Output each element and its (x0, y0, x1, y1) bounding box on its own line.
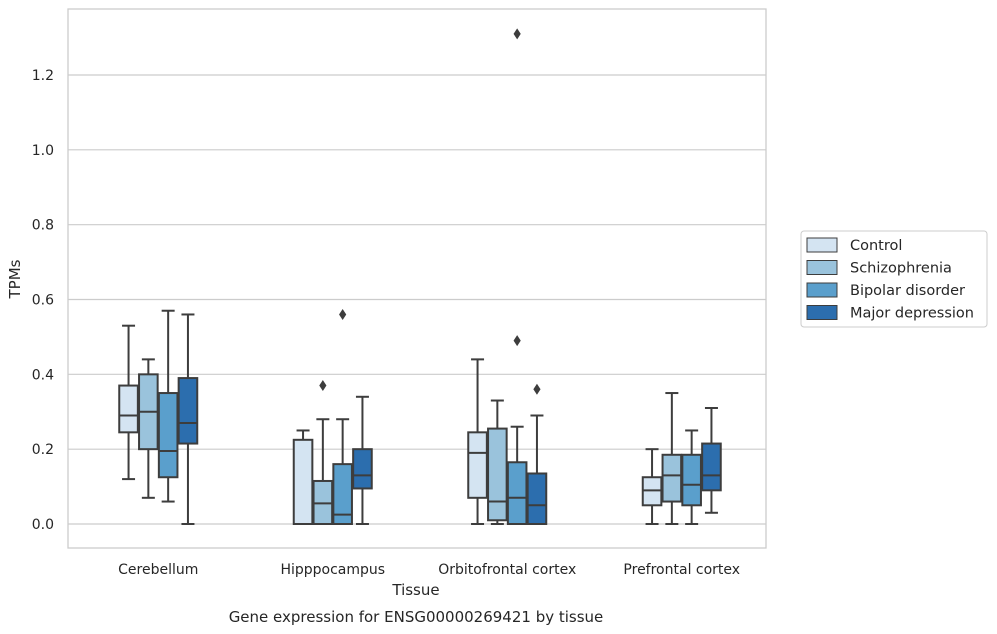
box-0-2 (157, 309, 179, 503)
x-tick-label: Prefrontal cortex (623, 562, 740, 578)
box-1-0 (292, 429, 314, 525)
box-body (701, 442, 722, 492)
x-tick-label: Cerebellum (118, 562, 198, 578)
outlier-point (339, 308, 347, 320)
box-2-0 (467, 358, 488, 525)
legend: Control Schizophrenia Bipolar disorder Majo… (800, 230, 988, 328)
y-axis-ticks: 0.0 0.2 0.4 0.6 0.8 1.0 1.2 (32, 68, 54, 533)
x-axis-label: Tissue (391, 581, 439, 599)
outlier-point (513, 28, 521, 40)
y-tick-label: 1.2 (32, 68, 54, 84)
box-2-1 (487, 399, 508, 525)
box-body (467, 431, 488, 499)
box-0-1 (138, 358, 159, 499)
y-tick-label: 1.0 (32, 143, 54, 159)
box-body (506, 461, 528, 526)
box-body (352, 448, 373, 490)
legend-label: Schizophrenia (850, 261, 952, 277)
box-body (177, 377, 199, 445)
box-body (681, 453, 702, 507)
legend-swatch (806, 237, 838, 253)
box-3-2 (681, 429, 702, 525)
box-1-2 (332, 308, 353, 525)
y-tick-label: 0.4 (32, 367, 54, 383)
y-tick-label: 0.8 (32, 218, 54, 234)
box-3-0 (641, 448, 663, 525)
chart-caption: Gene expression for ENSG00000269421 by t… (229, 608, 604, 626)
box-body (661, 453, 683, 503)
box-body (292, 438, 314, 525)
plot-frame (67, 8, 767, 549)
legend-label: Bipolar disorder (850, 283, 965, 299)
box-2-2 (506, 28, 528, 526)
box-2-3 (526, 383, 548, 525)
box-1-1 (312, 380, 334, 525)
legend-label: Control (850, 238, 902, 254)
box-body (157, 392, 179, 479)
x-axis-ticks: Cerebellum Hipppocampus Orbitofrontal cort… (118, 562, 740, 578)
outlier-point (513, 335, 521, 347)
box-plots (118, 28, 722, 526)
box-3-1 (661, 392, 683, 525)
legend-swatch (806, 282, 838, 298)
outlier-point (319, 380, 327, 392)
y-tick-label: 0.2 (32, 442, 54, 458)
box-3-3 (701, 407, 722, 514)
box-body (526, 472, 548, 525)
legend-swatch (806, 305, 838, 320)
box-1-3 (352, 395, 373, 525)
box-body (332, 463, 353, 525)
legend-frame (800, 230, 988, 328)
box-body (487, 427, 508, 522)
box-0-3 (177, 313, 199, 525)
legend-label: Major depression (850, 306, 974, 322)
box-body (118, 384, 139, 434)
y-axis-label: TPMs (6, 259, 24, 299)
y-tick-label: 0.6 (32, 293, 54, 309)
box-0-0 (118, 324, 139, 481)
grid-lines (68, 74, 766, 525)
x-tick-label: Hipppocampus (280, 562, 385, 578)
outlier-point (533, 383, 541, 395)
legend-swatch (806, 260, 838, 275)
x-tick-label: Orbitofrontal cortex (438, 562, 576, 578)
y-tick-label: 0.0 (32, 517, 54, 533)
